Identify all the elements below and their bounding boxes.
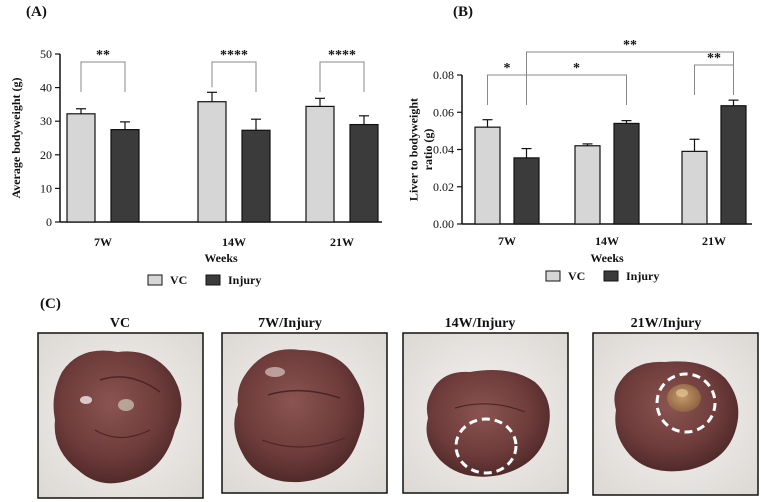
- legend-label-vc: VC: [170, 273, 187, 287]
- significance-bracket: [526, 74, 627, 105]
- y-tick-label: 0: [46, 215, 52, 229]
- panel-b-tag: (B): [453, 4, 473, 20]
- significance-label: *: [573, 61, 580, 76]
- x-tick-label: 14W: [595, 234, 619, 248]
- liver-photo-vc: [37, 332, 204, 499]
- x-tick-label: 14W: [222, 235, 246, 249]
- legend-swatch-injury: [603, 270, 619, 282]
- photo-caption: 14W/Injury: [445, 316, 516, 331]
- y-tick-label: 0.08: [433, 68, 454, 82]
- y-tick-label: 40: [40, 81, 52, 95]
- y-tick-label: 0.06: [433, 105, 454, 119]
- bar-vc-14w: [197, 101, 227, 223]
- y-tick-label: 0.04: [433, 143, 454, 157]
- legend-swatch-vc: [545, 270, 561, 282]
- x-tick-label: 21W: [330, 235, 354, 249]
- legend-swatch-vc: [147, 274, 163, 286]
- significance-label: *: [504, 61, 511, 76]
- significance-bracket: [487, 74, 527, 105]
- bar-injury-14w: [613, 122, 640, 225]
- liver-photo-14w-injury: [402, 332, 569, 494]
- x-axis-label: Weeks: [204, 251, 238, 265]
- bar-vc-7w: [66, 113, 96, 223]
- y-tick-label: 10: [40, 181, 52, 195]
- legend-label-injury: Injury: [626, 269, 659, 283]
- significance-bracket: [211, 61, 257, 92]
- significance-label: **: [623, 38, 637, 53]
- bar-injury-21w: [349, 123, 379, 223]
- y-axis-label: Average bodyweight (g): [9, 77, 23, 198]
- photo-caption: 21W/Injury: [631, 316, 702, 331]
- photo-caption: 7W/Injury: [258, 316, 322, 331]
- y-tick-label: 20: [40, 148, 52, 162]
- y-tick-label: 50: [40, 47, 52, 61]
- y-axis-label: Liver to bodyweightratio (g): [407, 98, 435, 201]
- y-tick-label: 0.02: [433, 180, 454, 194]
- photo-caption: VC: [110, 316, 130, 331]
- significance-label: ****: [328, 48, 356, 63]
- bar-vc-7w: [474, 126, 501, 225]
- significance-bracket: [80, 61, 126, 92]
- panel-a-tag: (A): [26, 4, 47, 20]
- bar-vc-21w: [305, 105, 335, 223]
- bar-vc-14w: [574, 145, 601, 225]
- x-axis-label: Weeks: [590, 251, 624, 265]
- significance-bracket: [694, 64, 734, 95]
- legend-label-injury: Injury: [228, 273, 261, 287]
- chart-b: 0.00 0.02 0.04 0.06 0.08 Liver to bodyweightr…: [407, 38, 752, 283]
- panel-c-tag: (C): [40, 296, 61, 312]
- liver-photo-21w-injury: [592, 332, 759, 496]
- significance-label: **: [707, 51, 721, 66]
- significance-bracket: [319, 61, 365, 92]
- bar-injury-21w: [720, 105, 747, 225]
- chart-a: 0 10 20 30 40 50 Average bodyweight (g) 7W 14W 21…: [9, 47, 382, 287]
- x-tick-label: 7W: [498, 234, 516, 248]
- y-tick-label: 0.00: [433, 217, 454, 231]
- significance-label: ****: [220, 48, 248, 63]
- y-tick-label: 30: [40, 114, 52, 128]
- legend-swatch-injury: [205, 274, 221, 286]
- significance-bracket: [526, 51, 734, 82]
- x-tick-label: 7W: [94, 235, 112, 249]
- bar-injury-7w: [513, 157, 540, 225]
- significance-label: **: [96, 48, 110, 63]
- x-tick-label: 21W: [702, 234, 726, 248]
- liver-photo-7w-injury: [221, 332, 388, 494]
- bar-injury-14w: [241, 129, 271, 223]
- legend-label-vc: VC: [568, 269, 585, 283]
- photo-row: VC 7W/Injury 14W/Injury 21W/Injury: [37, 316, 759, 499]
- bar-injury-7w: [110, 129, 140, 223]
- bar-vc-21w: [681, 150, 708, 225]
